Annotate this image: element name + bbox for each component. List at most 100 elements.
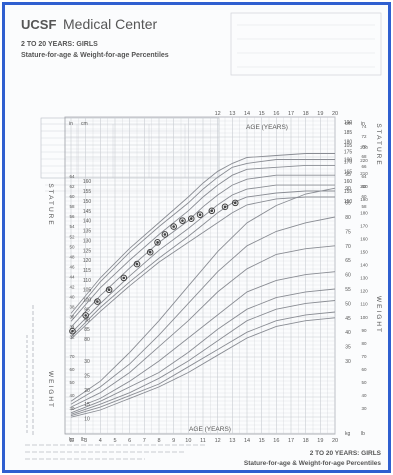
unit-lb-left: lb: [81, 437, 85, 443]
stature-percentile-curve: [70, 164, 335, 322]
weight-tick-kg-left: 15: [84, 402, 90, 408]
weight-tick-lb-left: 30: [69, 406, 75, 411]
data-point-center: [181, 219, 184, 222]
weight-tick-lb-left: 40: [69, 393, 75, 398]
weight-tick-lb-right: 40: [361, 393, 367, 398]
age-tick-label-bottom: 19: [317, 438, 323, 444]
data-point: [105, 286, 113, 294]
data-point: [187, 215, 195, 222]
age-tick-label-bottom: 3: [84, 438, 87, 444]
growth-chart-sheet: UCSF Medical Center 2 TO 20 YEARS: GIRLS…: [5, 5, 388, 470]
grid: [65, 116, 336, 434]
stature-tick-cm-left: 155: [83, 189, 92, 195]
stature-percentile-curve: [70, 153, 335, 314]
stature-tick-cm-right: 170: [344, 159, 353, 165]
unit-kg-bottom: kg: [345, 431, 351, 437]
age-tick-label-bottom: 6: [128, 438, 131, 444]
side-fine-print: [26, 305, 34, 435]
data-point-center: [135, 262, 139, 266]
weight-percentile-curve: [70, 271, 336, 411]
data-point-center: [84, 314, 87, 317]
stature-tick-in-left: 34: [69, 325, 75, 330]
footer: 2 TO 20 YEARS: GIRLS Stature-for-age & W…: [25, 444, 382, 467]
weight-tick-kg-right: 85: [345, 201, 351, 207]
age-tick-label-top: 16: [273, 111, 279, 117]
weight-tick-kg-right: 40: [345, 330, 351, 336]
data-point-center: [148, 250, 152, 254]
stature-tick-in-left: 38: [69, 304, 75, 309]
stature-tick-cm-right: 175: [344, 150, 353, 156]
data-points: [69, 199, 239, 335]
data-point: [69, 327, 76, 335]
weight-tick-lb-left: 70: [69, 354, 75, 359]
data-point-center: [172, 225, 175, 228]
weight-tick-lb-right: 190: [360, 197, 368, 202]
stature-tick-cm-right: 155: [344, 189, 353, 195]
stature-tick-cm-left: 120: [83, 258, 92, 264]
data-point-center: [189, 217, 193, 220]
data-point-center: [233, 201, 237, 205]
weight-tick-lb-right: 150: [360, 249, 368, 254]
age-tick-label-bottom: 8: [157, 438, 160, 444]
data-point-center: [96, 300, 99, 303]
age-axis-label-bottom: AGE (YEARS): [189, 426, 231, 433]
data-point-center: [210, 209, 214, 213]
stature-tick-in-left: 48: [69, 254, 75, 259]
axis-labels: AGE (YEARS) AGE (YEARS) STATURE STATURE …: [47, 121, 382, 443]
stature-tick-cm-left: 135: [83, 229, 92, 235]
stature-tick-in-left: 42: [69, 284, 75, 289]
weight-tick-kg-right: 100: [344, 157, 353, 163]
data-point-center: [156, 241, 159, 244]
weight-percentile-curve: [70, 311, 336, 417]
data-point: [161, 231, 169, 238]
stature-tick-in-right: 68: [361, 154, 367, 159]
weight-tick-kg-right: 30: [345, 359, 351, 365]
stature-tick-in-right: 58: [361, 204, 367, 209]
stature-axis-label-left: STATURE: [47, 183, 54, 226]
age-tick-label-bottom: 9: [172, 438, 175, 444]
stature-tick-cm-left: 85: [84, 327, 90, 333]
weight-percentile-curve: [70, 317, 336, 418]
data-point: [170, 223, 177, 230]
weight-tick-lb-right: 30: [361, 406, 367, 411]
chart-title-line2: Stature-for-age & Weight-for-age Percent…: [21, 52, 169, 59]
stature-tick-in-left: 36: [69, 314, 75, 319]
stature-tick-in-left: 40: [69, 294, 75, 299]
age-tick-label-bottom: 17: [288, 438, 294, 444]
data-point-center: [198, 213, 202, 217]
weight-tick-kg-left: 25: [84, 373, 90, 379]
age-tick-label-top: 15: [259, 111, 265, 117]
age-tick-label-top: 17: [288, 111, 294, 117]
data-point: [221, 203, 229, 211]
weight-tick-kg-right: 105: [344, 143, 353, 149]
stature-percentile-curve: [70, 159, 335, 318]
stature-tick-in-left: 44: [69, 274, 75, 279]
age-tick-label-top: 20: [332, 111, 338, 117]
stature-tick-cm-right: 150: [344, 199, 353, 205]
stature-tick-in-left: 56: [69, 214, 75, 219]
stature-tick-cm-left: 145: [83, 209, 92, 215]
data-point: [231, 199, 239, 207]
data-point: [179, 217, 186, 224]
header: UCSF Medical Center 2 TO 20 YEARS: GIRLS…: [21, 16, 169, 59]
weight-tick-lb-right: 130: [360, 276, 368, 281]
weight-tick-kg-right: 35: [345, 345, 351, 351]
weight-percentile-curve: [70, 288, 336, 414]
weight-tick-kg-right: 75: [345, 229, 351, 235]
weight-percentile-curve: [70, 245, 336, 408]
data-point-center: [163, 233, 167, 236]
data-point: [94, 298, 101, 305]
weight-tick-kg-left: 20: [84, 388, 90, 394]
weight-tick-kg-right: 55: [345, 287, 351, 293]
weight-tick-kg-right: 50: [345, 301, 351, 307]
weight-percentile-curve: [70, 300, 336, 415]
stature-tick-in-left: 32: [69, 335, 75, 340]
age-tick-label-bottom: 11: [200, 438, 206, 444]
weight-axis-label-right: WEIGHT: [375, 296, 382, 334]
weight-tick-lb-right: 100: [360, 315, 368, 320]
weight-tick-lb-right: 120: [360, 289, 368, 294]
stature-tick-cm-left: 115: [83, 268, 91, 274]
age-tick-label-bottom: 5: [113, 438, 116, 444]
age-tick-label-bottom: 12: [215, 438, 221, 444]
weight-tick-kg-right: 90: [345, 186, 351, 192]
